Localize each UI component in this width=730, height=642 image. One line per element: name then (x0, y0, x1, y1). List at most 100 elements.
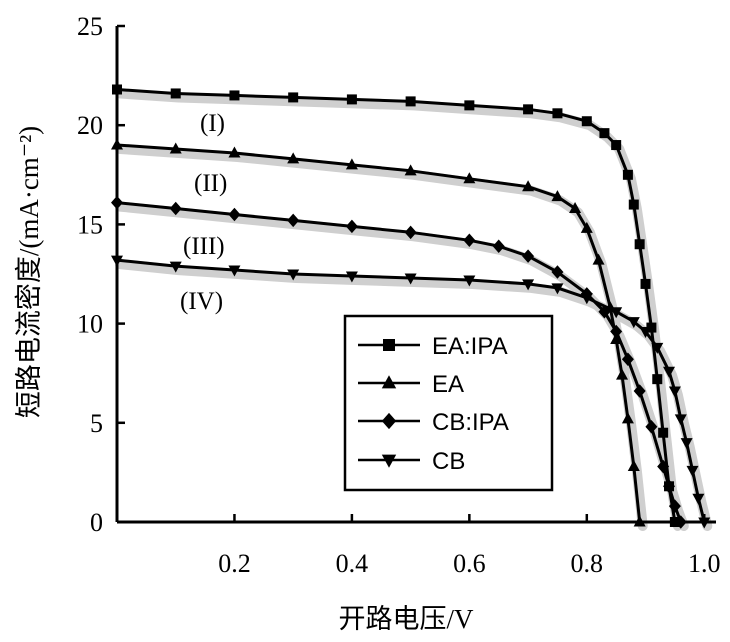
point-cb-8 (551, 283, 564, 295)
point-cb-13 (651, 342, 664, 354)
point-cb-ipa-15 (645, 420, 658, 434)
annotation-iv: (IV) (180, 288, 223, 315)
legend-items: EA:IPA EA CB:IPA CB (358, 333, 509, 475)
annotation-iii: (III) (183, 233, 225, 260)
series-cb (111, 255, 711, 529)
y-axis-title: 短路电流密度/(mA·cm⁻²) (14, 126, 44, 418)
point-cb-9 (580, 293, 593, 305)
point-ea-ipa-10 (599, 128, 610, 139)
point-ea-15 (621, 412, 634, 424)
point-cb-ipa-13 (621, 352, 634, 367)
point-ea-8 (551, 190, 564, 202)
legend-label-ea: EA (432, 371, 464, 398)
point-cb-ipa-1 (169, 201, 182, 216)
point-ea-ipa-16 (646, 322, 657, 333)
ticks-layer: 0 5 10 15 20 25 0.2 0.4 0.6 0.8 1.0 (77, 12, 721, 578)
point-cb-ipa-4 (345, 219, 358, 234)
legend-marker-cb (381, 454, 397, 468)
point-cb-4 (345, 271, 358, 283)
point-ea-5 (404, 164, 417, 176)
point-cb-ipa-12 (610, 324, 623, 339)
point-cb-10 (610, 307, 623, 319)
legend: EA:IPA EA CB:IPA CB (343, 314, 554, 492)
annotation-ii: (II) (194, 170, 227, 197)
point-ea-7 (522, 180, 535, 192)
point-ea-ipa-6 (464, 100, 475, 111)
point-ea-ipa-18 (658, 427, 669, 438)
x-tick-label-0.4: 0.4 (336, 549, 369, 578)
legend-item-ea-ipa: EA:IPA (358, 333, 508, 360)
point-ea-4 (345, 158, 358, 170)
axes-layer (115, 26, 716, 524)
point-ea-ipa-17 (652, 374, 663, 385)
point-ea-3 (287, 152, 300, 164)
point-cb-12 (639, 327, 652, 339)
point-ea-6 (463, 172, 476, 184)
point-cb-16 (674, 414, 687, 426)
point-cb-2 (228, 265, 241, 277)
point-ea-ipa-15 (640, 278, 651, 289)
point-cb-6 (463, 275, 476, 287)
y-tick-label-15: 15 (77, 210, 103, 239)
point-cb-ipa-3 (287, 213, 300, 228)
point-cb-5 (404, 273, 417, 285)
point-cb-ipa-9 (551, 265, 564, 279)
point-cb-17 (680, 438, 693, 450)
legend-label-cb: CB (432, 448, 465, 475)
point-ea-ipa-7 (523, 104, 534, 115)
annotation-i: (I) (200, 110, 225, 137)
legend-item-cb-ipa: CB:IPA (358, 409, 509, 436)
point-cb-15 (668, 386, 681, 398)
series-line-cb-ipa (116, 201, 683, 523)
point-ea-ipa-12 (622, 169, 633, 180)
point-ea-ipa-2 (229, 90, 240, 101)
legend-item-cb: CB (358, 448, 465, 475)
point-ea-1 (169, 142, 182, 154)
y-tick-label-25: 25 (77, 12, 103, 41)
point-cb-ipa-17 (663, 479, 676, 494)
point-cb-7 (522, 279, 535, 291)
point-cb-18 (686, 465, 699, 477)
point-ea-ipa-11 (611, 140, 622, 151)
legend-marker-ea (381, 375, 397, 389)
point-cb-ipa-7 (492, 239, 505, 253)
point-cb-19 (692, 493, 705, 505)
point-ea-ipa-3 (288, 92, 299, 103)
point-cb-ipa-5 (404, 225, 417, 240)
point-ea-14 (616, 368, 629, 380)
x-axis-title: 开路电压/V (339, 604, 475, 634)
legend-item-ea: EA (358, 371, 464, 398)
point-ea-ipa-13 (628, 199, 639, 210)
point-cb-ipa-16 (657, 459, 670, 474)
legend-marker-cb-ipa (381, 412, 397, 430)
x-tick-label-0.6: 0.6 (453, 549, 486, 578)
point-ea-ipa-5 (405, 96, 416, 107)
y-tick-label-0: 0 (90, 508, 103, 537)
point-cb-3 (287, 269, 300, 281)
point-ea-ipa-14 (634, 239, 645, 250)
point-cb-14 (663, 366, 676, 378)
point-cb-ipa-2 (228, 207, 241, 222)
point-ea-16 (627, 459, 640, 471)
legend-label-cb-ipa: CB:IPA (432, 409, 509, 436)
point-cb-1 (169, 261, 182, 273)
point-cb-ipa-14 (633, 384, 646, 398)
x-tick-label-0.2: 0.2 (218, 549, 251, 578)
point-cb-ipa-18 (668, 499, 681, 513)
y-tick-label-20: 20 (77, 111, 103, 140)
point-ea-11 (592, 253, 605, 265)
series-line-ea (116, 143, 642, 523)
point-ea-9 (569, 202, 582, 214)
point-ea-ipa-8 (552, 108, 563, 119)
y-tick-label-5: 5 (90, 409, 103, 438)
legend-marker-ea-ipa (383, 339, 395, 351)
point-cb-11 (627, 317, 640, 329)
point-ea-ipa-9 (581, 116, 592, 127)
x-tick-label-1: 1.0 (688, 549, 721, 578)
series-ea (111, 138, 646, 527)
x-tick-label-0.8: 0.8 (571, 549, 604, 578)
legend-label-ea-ipa: EA:IPA (432, 333, 508, 360)
y-tick-label-10: 10 (77, 310, 103, 339)
point-ea-2 (228, 146, 241, 158)
